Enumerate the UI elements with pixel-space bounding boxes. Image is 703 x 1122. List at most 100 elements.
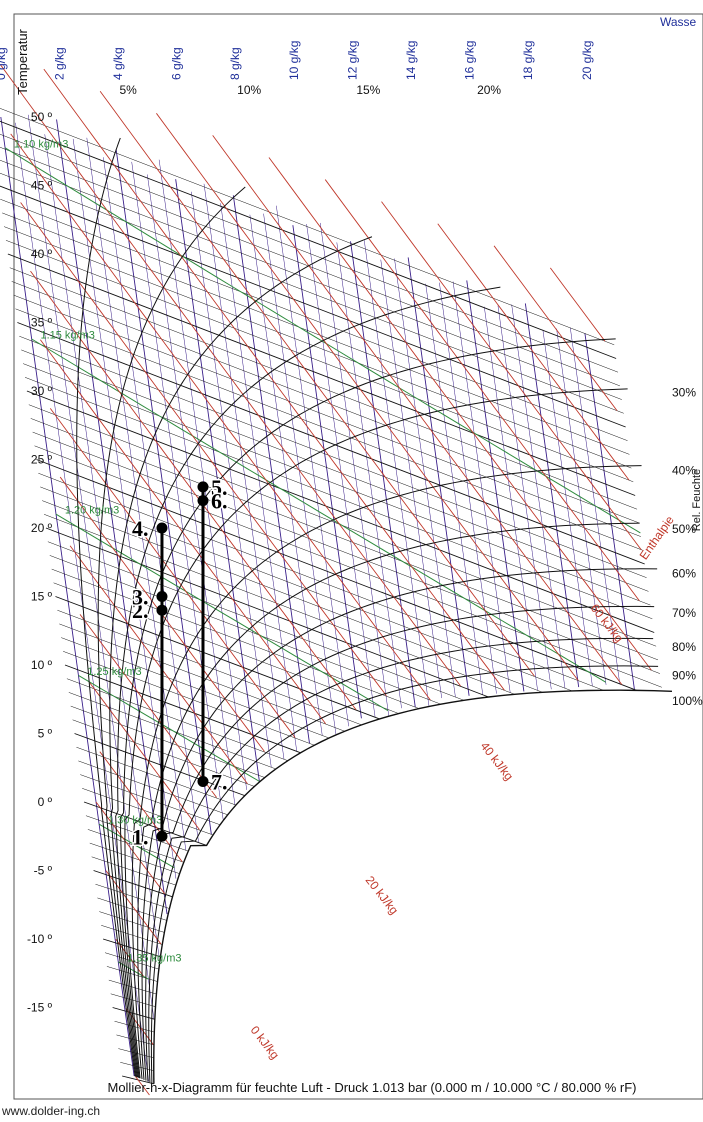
rh-top-label: 20% [477,83,501,97]
enthalpy-line [212,135,623,685]
density-label: 1.15 kg/m3 [40,329,94,341]
isotherm-line [34,445,662,688]
water-content-line [103,157,199,843]
state-point-label: 4. [132,516,149,541]
isotherm-line [51,568,420,709]
enthalpy-line [268,157,652,671]
enthalpy-line [0,64,461,687]
isotherm-line [64,664,301,754]
rh-right-label: 30% [672,386,696,400]
y-tick-label: 20 º [31,521,53,535]
rh-top-label: 10% [237,83,261,97]
rh-curve [119,338,616,1078]
y-tick-label: 30 º [31,384,53,398]
state-point-label: 6. [211,489,228,514]
water-content-line [484,306,538,691]
x-tick-label: 12 g/kg [345,41,359,80]
isotherm-line [47,541,465,701]
isotherm-line [5,240,634,483]
isotherm-line [26,390,655,633]
y-tick-label: -5 º [34,864,53,878]
enthalpy-line [381,201,642,550]
water-content-line [147,174,236,805]
isotherm-line [0,185,626,428]
isotherm-line [0,120,617,359]
state-point [197,495,209,507]
isotherm-line [106,966,158,982]
water-content-line [115,149,212,835]
isotherm-line [0,108,615,346]
rh-curve [141,568,658,1081]
isotherm-line [82,788,214,836]
rh-right-label: 60% [672,567,696,581]
water-content-line [175,179,260,783]
enthalpy-line [30,270,357,711]
water-content-line [306,224,376,718]
enthalpy-line [95,801,166,894]
rh-curve [109,236,373,1078]
x-tick-label: 4 g/kg [111,47,125,80]
rh-right-label: 70% [672,606,696,620]
isotherm-line [21,349,649,592]
water-content-line [203,183,285,760]
isotherm-line [15,308,643,551]
enthalpy-line [135,1076,150,1096]
x-tick-label: 20 g/kg [580,41,594,80]
state-point-label: 1. [132,824,149,849]
water-content-line [466,280,525,692]
isotherm-line [0,198,628,441]
rh-top-label: 15% [356,83,380,97]
y-tick-label: 35 º [31,316,53,330]
rh-curve [115,286,501,1078]
y-tick-label: 40 º [31,247,53,261]
isotherm-line [32,431,661,674]
water-content-line [394,258,456,697]
isotherm-line [17,322,645,565]
isotherm-line [83,801,207,846]
enthalpy-line [43,68,505,691]
isotherm-line [2,212,630,455]
rh-right-label: 40% [672,463,696,477]
isotherm-line [0,159,622,400]
x-tick-label: 0 g/kg [0,47,8,80]
isotherm-line [30,418,659,661]
enthalpy-line [89,682,200,830]
water-content-line [497,305,552,690]
water-content-line [425,283,484,695]
rh-right-label: 50% [672,522,696,536]
water-content-line [439,282,497,694]
rh-curve [124,388,628,1079]
rh-curve [148,637,654,1083]
water-content-line [524,303,580,688]
water-content-line [131,161,224,820]
state-point-label: 7. [211,769,228,794]
water-content-line [363,240,430,707]
enthalpy-line [99,751,183,862]
isotherm-line [11,281,640,524]
y-tick-label: 25 º [31,453,53,467]
x-tick-label: 18 g/kg [521,41,535,80]
density-label: 1.25 kg/m3 [87,666,141,678]
rh-curve [76,137,136,1077]
isotherm-line [0,172,624,414]
water-content-line [220,203,297,752]
state-point-label: 5. [211,475,228,500]
x-tick-label: 6 g/kg [170,47,184,80]
water-content-line [511,304,566,689]
isotherm-line [55,596,380,720]
state-point [156,591,168,602]
water-content-line [556,328,607,685]
isotherm-line [72,719,255,787]
rh-right-label: 100% [672,694,703,708]
state-point [156,830,168,842]
rh-curve [97,186,246,1077]
enthalpy-line [10,133,431,701]
y-tick-label: 0 º [38,795,53,809]
water-content-line [407,257,470,696]
y-tick-label: 15 º [31,590,53,604]
isotherm-line [24,377,653,620]
enthalpy-line [49,408,296,738]
water-content-line [232,195,310,744]
water-content-line [56,119,168,915]
